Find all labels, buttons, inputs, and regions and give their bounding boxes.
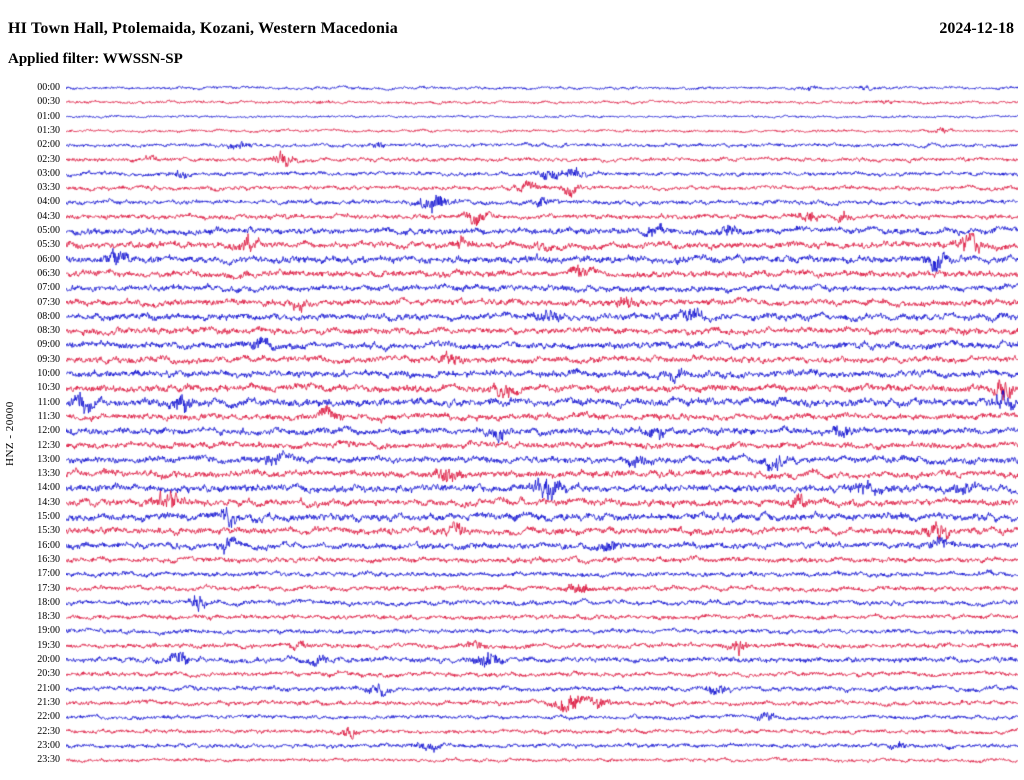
time-label: 17:30 — [37, 582, 60, 594]
time-label: 08:30 — [37, 325, 60, 337]
time-label: 10:00 — [37, 368, 60, 379]
time-label: 09:00 — [37, 339, 60, 351]
time-label: 04:00 — [37, 196, 60, 208]
time-label: 18:30 — [37, 611, 60, 623]
time-label: 14:30 — [37, 496, 60, 508]
time-label: 11:00 — [37, 396, 60, 408]
time-label: 15:30 — [37, 525, 60, 537]
time-label: 03:30 — [37, 182, 60, 194]
applied-filter-label: Applied filter: WWSSN-SP — [8, 51, 183, 67]
time-label: 10:30 — [37, 382, 60, 394]
time-label: 16:00 — [37, 539, 60, 551]
time-label: 03:00 — [37, 167, 60, 179]
time-label: 06:30 — [37, 267, 60, 279]
time-label: 19:00 — [37, 625, 60, 637]
time-label: 13:30 — [37, 468, 60, 480]
time-label: 12:30 — [37, 439, 60, 451]
time-label: 07:30 — [37, 296, 60, 308]
time-label: 02:30 — [37, 153, 60, 165]
time-label: 05:00 — [37, 225, 60, 236]
time-label: 00:00 — [37, 82, 60, 93]
record-date: 2024-12-18 — [939, 20, 1014, 37]
time-label: 09:30 — [37, 353, 60, 365]
time-label: 01:00 — [37, 110, 60, 122]
time-label: 00:30 — [37, 96, 60, 108]
time-label: 07:00 — [37, 282, 60, 294]
time-label: 23:00 — [37, 739, 60, 751]
time-label: 01:30 — [37, 124, 60, 136]
station-title: HI Town Hall, Ptolemaida, Kozani, Wester… — [8, 20, 398, 37]
time-label: 22:30 — [37, 725, 60, 737]
time-label: 05:30 — [37, 239, 60, 251]
time-label: 16:30 — [37, 553, 60, 565]
seismogram-traces — [66, 80, 1018, 772]
time-label: 11:30 — [37, 410, 60, 422]
time-label: 13:00 — [37, 453, 60, 465]
time-label: 23:30 — [37, 754, 60, 766]
time-label: 04:30 — [37, 210, 60, 222]
time-label: 21:00 — [37, 682, 60, 694]
time-label: 14:00 — [37, 482, 60, 494]
time-label: 06:00 — [37, 253, 60, 265]
time-label: 08:00 — [37, 310, 60, 322]
time-label: 20:30 — [37, 668, 60, 680]
time-label: 17:00 — [37, 568, 60, 580]
time-label: 21:30 — [37, 696, 60, 708]
time-label: 22:00 — [37, 711, 60, 723]
time-label: 02:00 — [37, 139, 60, 151]
time-label: 12:00 — [37, 425, 60, 437]
time-axis-labels: 00:00 00:30 01:00 01:30 02:00 02:30 03:00 03:30… — [0, 80, 62, 772]
time-label: 15:00 — [37, 511, 60, 522]
time-label: 19:30 — [37, 639, 60, 651]
time-label: 18:00 — [37, 596, 60, 608]
time-label: 20:00 — [37, 654, 60, 665]
